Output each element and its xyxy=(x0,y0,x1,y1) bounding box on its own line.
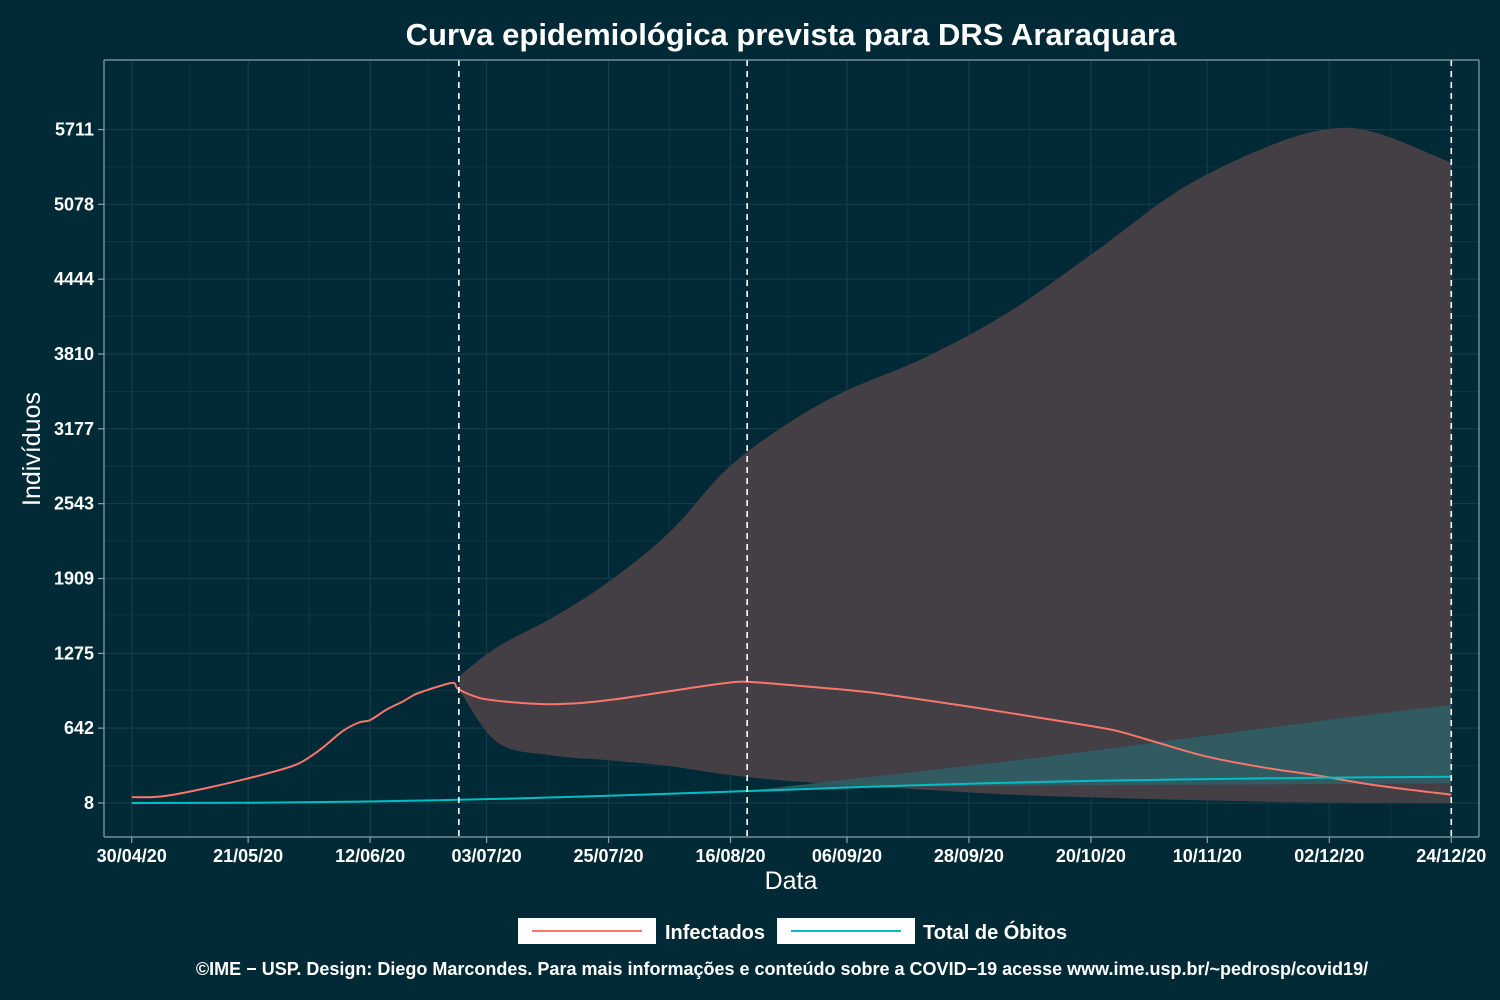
y-tick-label: 642 xyxy=(64,718,94,738)
y-tick-label: 4444 xyxy=(54,269,94,289)
y-tick-label: 5711 xyxy=(55,120,94,140)
legend: Infectados Total de Óbitos xyxy=(518,918,1067,944)
x-tick-label: 21/05/20 xyxy=(213,846,283,866)
x-tick-label: 25/07/20 xyxy=(573,846,643,866)
x-axis-label: Data xyxy=(765,867,818,895)
footer-credits: ©IME − USP. Design: Diego Marcondes. Par… xyxy=(196,959,1368,979)
x-tick-label: 16/08/20 xyxy=(695,846,765,866)
series-line-infectados xyxy=(131,680,1452,799)
x-tick-label: 02/12/20 xyxy=(1294,846,1364,866)
series-line-obitos xyxy=(131,775,1452,804)
x-tick-label: 20/10/20 xyxy=(1056,846,1126,866)
y-tick-label: 2543 xyxy=(54,494,94,514)
y-tick-label: 1275 xyxy=(54,643,94,663)
x-ticks: 30/04/20 21/05/20 12/06/20 03/07/20 25/07/20… xyxy=(97,837,1486,866)
x-tick-label: 30/04/20 xyxy=(97,846,167,866)
y-tick-label: 3810 xyxy=(54,344,94,364)
y-tick-label: 8 xyxy=(84,793,94,813)
series-lines xyxy=(131,680,1452,804)
y-axis-label: Indivíduos xyxy=(18,392,46,506)
y-tick-label: 5078 xyxy=(54,194,94,214)
y-ticks: 8 642 1275 1909 2543 3177 3810 4444 5078 5711 xyxy=(54,120,104,813)
legend-label-infectados: Infectados xyxy=(665,922,765,944)
vertical-markers xyxy=(458,60,1453,837)
x-tick-label: 10/11/20 xyxy=(1173,846,1242,866)
chart-title: Curva epidemiológica prevista para DRS A… xyxy=(406,17,1177,52)
x-tick-label: 24/12/20 xyxy=(1416,846,1486,866)
y-tick-label: 1909 xyxy=(54,569,94,589)
x-tick-label: 03/07/20 xyxy=(452,846,522,866)
x-tick-label: 28/09/20 xyxy=(934,846,1004,866)
band-infectados xyxy=(458,127,1452,803)
legend-label-obitos: Total de Óbitos xyxy=(923,920,1067,944)
y-tick-label: 3177 xyxy=(54,419,94,439)
x-tick-label: 06/09/20 xyxy=(812,846,882,866)
x-tick-label: 12/06/20 xyxy=(335,846,405,866)
